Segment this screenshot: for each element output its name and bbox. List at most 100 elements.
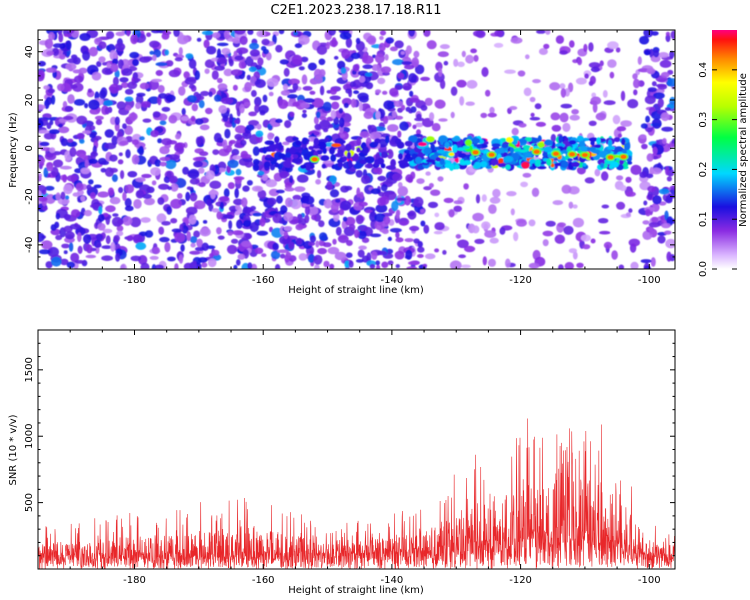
spectrogram-cell xyxy=(647,185,656,193)
spectrogram-cell xyxy=(625,176,632,183)
spectrogram-cell xyxy=(661,126,674,132)
spectrogram-cell xyxy=(266,197,277,206)
trail-cell xyxy=(334,153,344,158)
spectrogram-cell xyxy=(400,51,405,55)
spectrogram-cell xyxy=(282,83,289,91)
spectrogram-cell xyxy=(40,147,51,151)
trail-cell xyxy=(430,143,436,151)
spectrogram-cell xyxy=(307,205,319,217)
spectrogram-cell xyxy=(199,124,210,131)
spectrogram-cell xyxy=(633,89,638,96)
spectrogram-cell xyxy=(101,67,114,75)
spectrogram-cell xyxy=(382,229,389,235)
spectrogram-cell xyxy=(433,230,443,235)
spectrogram-cell xyxy=(427,201,439,209)
spectrogram-cell xyxy=(159,146,170,155)
spectrogram-cell xyxy=(63,213,71,220)
spectrogram-cell xyxy=(328,30,336,36)
trail-cell xyxy=(359,159,367,165)
spectrogram-cell xyxy=(523,87,532,97)
spectrogram-cell xyxy=(168,69,181,78)
y-tick-label: 0 xyxy=(24,145,35,151)
spectrogram-cell xyxy=(669,50,675,59)
spectrogram-cell xyxy=(653,92,665,100)
spectrogram-cell xyxy=(298,66,305,71)
spectrogram-cell xyxy=(607,59,617,68)
spectrogram-cell xyxy=(536,30,546,34)
spectrogram-cell xyxy=(214,94,222,102)
spectrogram-cell xyxy=(506,191,517,197)
spectrogram-cell xyxy=(319,119,331,131)
trail-hotspot xyxy=(311,157,318,162)
spectrogram-cell xyxy=(122,191,127,201)
x-tick-label: -120 xyxy=(509,575,532,586)
spectrogram-cell xyxy=(95,119,103,126)
spectrogram-cell xyxy=(121,68,133,76)
trail-cell xyxy=(560,160,569,169)
spectrogram-cell xyxy=(400,104,406,111)
spectrogram-cell xyxy=(420,104,428,111)
spectrogram-cell xyxy=(620,120,632,127)
spectrogram-cell xyxy=(555,35,565,44)
spectrogram-cell xyxy=(38,156,46,165)
spectrogram-cell xyxy=(185,206,198,215)
trail-hotspot xyxy=(533,149,540,154)
spectrogram-cell xyxy=(216,77,223,84)
spectrogram-cell xyxy=(239,103,245,114)
spectrogram-cell xyxy=(392,110,397,118)
trail-cell xyxy=(502,152,508,158)
spectrogram-cell xyxy=(229,113,234,124)
spectrogram-cell xyxy=(510,37,523,44)
trail-cell xyxy=(346,151,352,160)
spectrogram-cell xyxy=(124,96,134,102)
spectrogram-cell xyxy=(244,81,252,93)
spectrogram-cell xyxy=(301,74,308,85)
spectrogram-cell xyxy=(44,185,55,191)
spectrogram-cell xyxy=(120,263,127,269)
spectrogram-cell xyxy=(319,116,327,121)
spectrogram-cell xyxy=(384,54,389,61)
spectrogram-cell xyxy=(139,56,151,63)
spectrogram-cell xyxy=(584,177,595,184)
spectrogram-cell xyxy=(196,238,203,248)
spectrogram-cell xyxy=(645,115,650,123)
spectrogram-cell xyxy=(288,241,295,250)
spectrogram-cell xyxy=(193,160,204,168)
spectrogram-cell xyxy=(380,66,392,74)
spectrogram-cell xyxy=(371,251,378,260)
spectrogram-cell xyxy=(101,160,110,165)
trail-cell xyxy=(567,158,573,162)
spectrogram-cell xyxy=(46,165,54,172)
spectrogram-cell xyxy=(201,30,214,36)
spectrogram-cell xyxy=(246,74,251,81)
spectrogram-cell xyxy=(457,239,469,249)
spectrogram-cell xyxy=(443,197,454,204)
spectrogram-cell xyxy=(111,174,118,183)
trail-cell xyxy=(521,161,530,169)
spectrogram-cell xyxy=(270,164,275,171)
spectrogram-cell xyxy=(348,224,356,231)
x-tick-label: -120 xyxy=(509,275,532,286)
spectrogram-cell xyxy=(105,205,116,213)
spectrogram-cell xyxy=(148,79,160,91)
spectrogram-cell xyxy=(295,223,304,231)
spectrogram-cell xyxy=(564,262,574,269)
spectrogram-cell xyxy=(576,262,584,268)
spectrogram-cell xyxy=(669,185,675,190)
spectrogram-cell xyxy=(554,234,565,244)
spectrogram-cell xyxy=(345,252,353,258)
spectrogram-cell xyxy=(189,236,198,244)
spectrogram-cell xyxy=(560,103,573,109)
trail-cell xyxy=(497,163,507,168)
trail-hotspot xyxy=(607,155,614,160)
spectrogram-cell xyxy=(425,171,431,176)
spectrogram-cell xyxy=(488,204,497,215)
trail-cell xyxy=(490,164,499,169)
spectrogram-cell xyxy=(339,31,352,40)
spectrogram-cell xyxy=(474,238,485,244)
spectrogram-cell xyxy=(641,143,648,150)
spectrogram-cell xyxy=(354,229,360,239)
trail-cell xyxy=(331,143,342,148)
spectrogram-cell xyxy=(231,37,242,44)
spectrogram-cell xyxy=(639,134,647,139)
